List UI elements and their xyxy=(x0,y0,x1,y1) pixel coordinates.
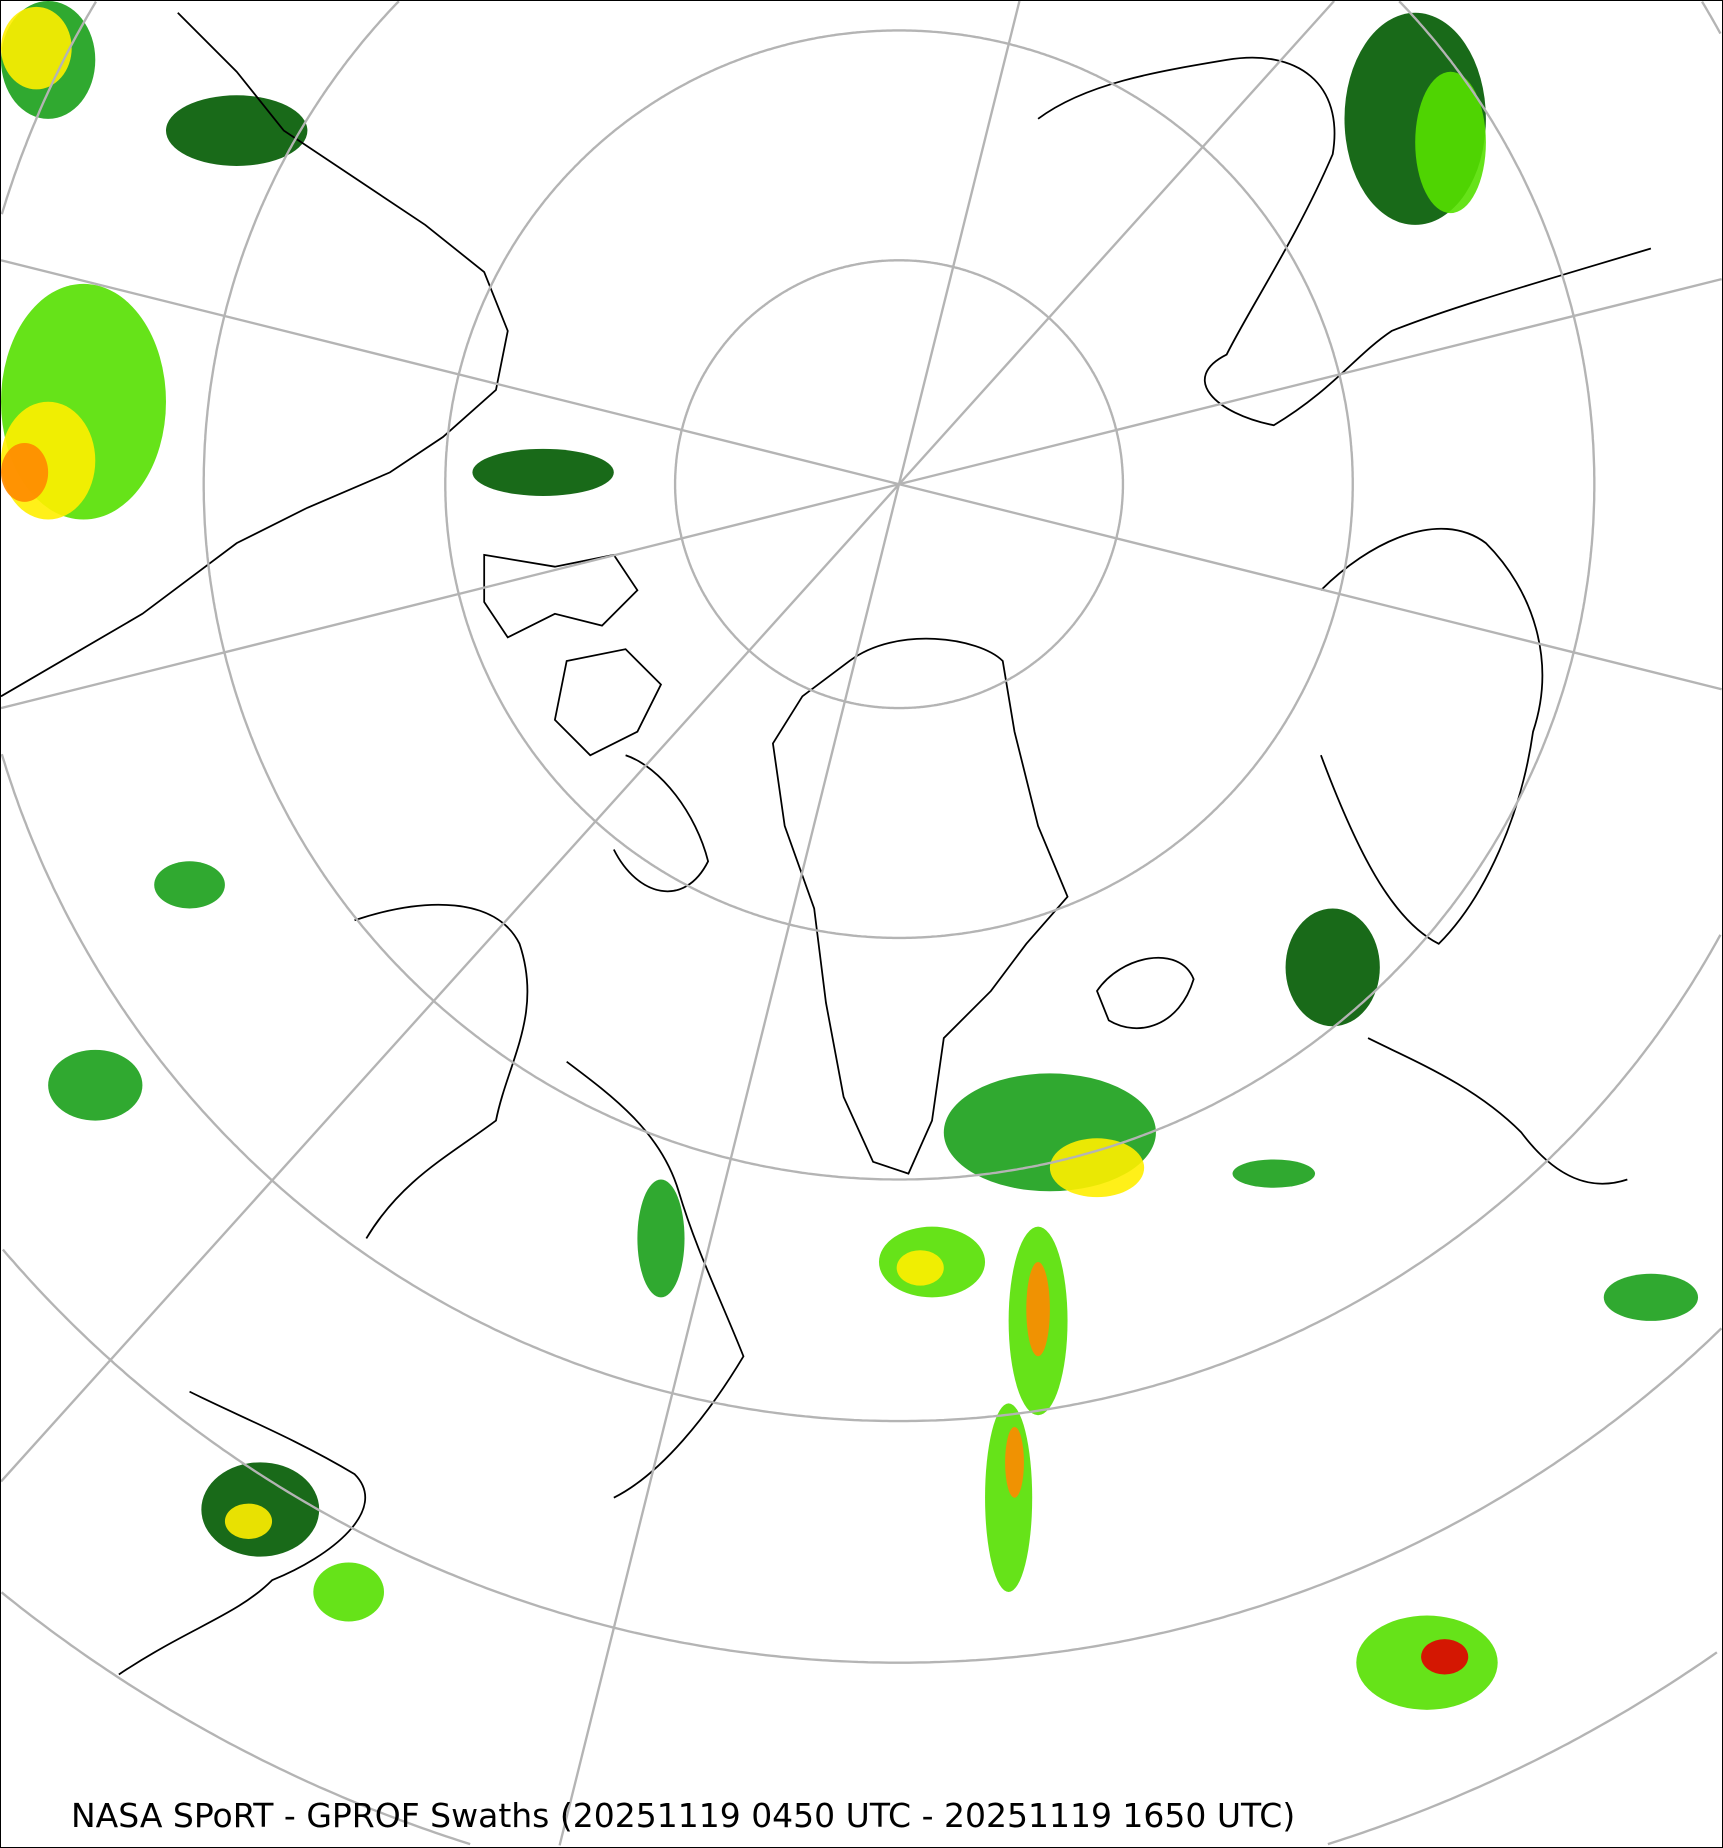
precip-area xyxy=(1603,1273,1699,1321)
precip-area xyxy=(1026,1261,1050,1357)
precip-area xyxy=(1,6,72,90)
precip-area xyxy=(472,448,614,496)
precip-area xyxy=(48,1049,143,1121)
greenland-coast xyxy=(771,637,1069,1175)
meridian-line xyxy=(1,1,1335,1483)
precip-area xyxy=(1421,1639,1469,1675)
latitude-circle xyxy=(1,1591,1718,1846)
labrador-coast xyxy=(566,1060,745,1499)
us-east-coast xyxy=(118,1390,367,1676)
latitude-circle xyxy=(1,1248,1722,1664)
coastlines xyxy=(1,12,1652,1676)
precip-area xyxy=(313,1562,385,1622)
meridian-line xyxy=(558,1,1021,1846)
latitude-circle xyxy=(202,1,1596,1181)
precip-area xyxy=(224,1503,273,1539)
scandinavia-coast xyxy=(1320,527,1544,945)
precip-area xyxy=(165,95,308,166)
iceland-coast xyxy=(1096,956,1195,1029)
europe-coast xyxy=(1367,1037,1628,1185)
meridian-line xyxy=(1,277,1722,710)
precip-area xyxy=(1285,908,1380,1027)
precip-area xyxy=(1,442,49,502)
precip-area xyxy=(1415,71,1486,214)
precip-area xyxy=(896,1250,944,1286)
precipitation-swaths xyxy=(1,1,1699,1710)
latitude-circle xyxy=(673,259,1125,710)
precip-area xyxy=(637,1179,685,1298)
map-caption: NASA SPoRT - GPROF Swaths (20251119 0450… xyxy=(71,1796,1296,1835)
precip-area xyxy=(154,861,225,909)
canadian-archipelago xyxy=(483,553,710,893)
precip-area xyxy=(1232,1159,1316,1188)
hudson-bay-coast xyxy=(354,903,529,1239)
eurasia-coast xyxy=(1037,56,1652,427)
precip-area xyxy=(1049,1138,1145,1198)
precip-area xyxy=(1005,1426,1024,1498)
latitude-circle xyxy=(1,1,1722,1423)
precip-area xyxy=(985,1403,1033,1592)
meridian-line xyxy=(1,259,1722,691)
latitude-circle xyxy=(444,29,1354,940)
